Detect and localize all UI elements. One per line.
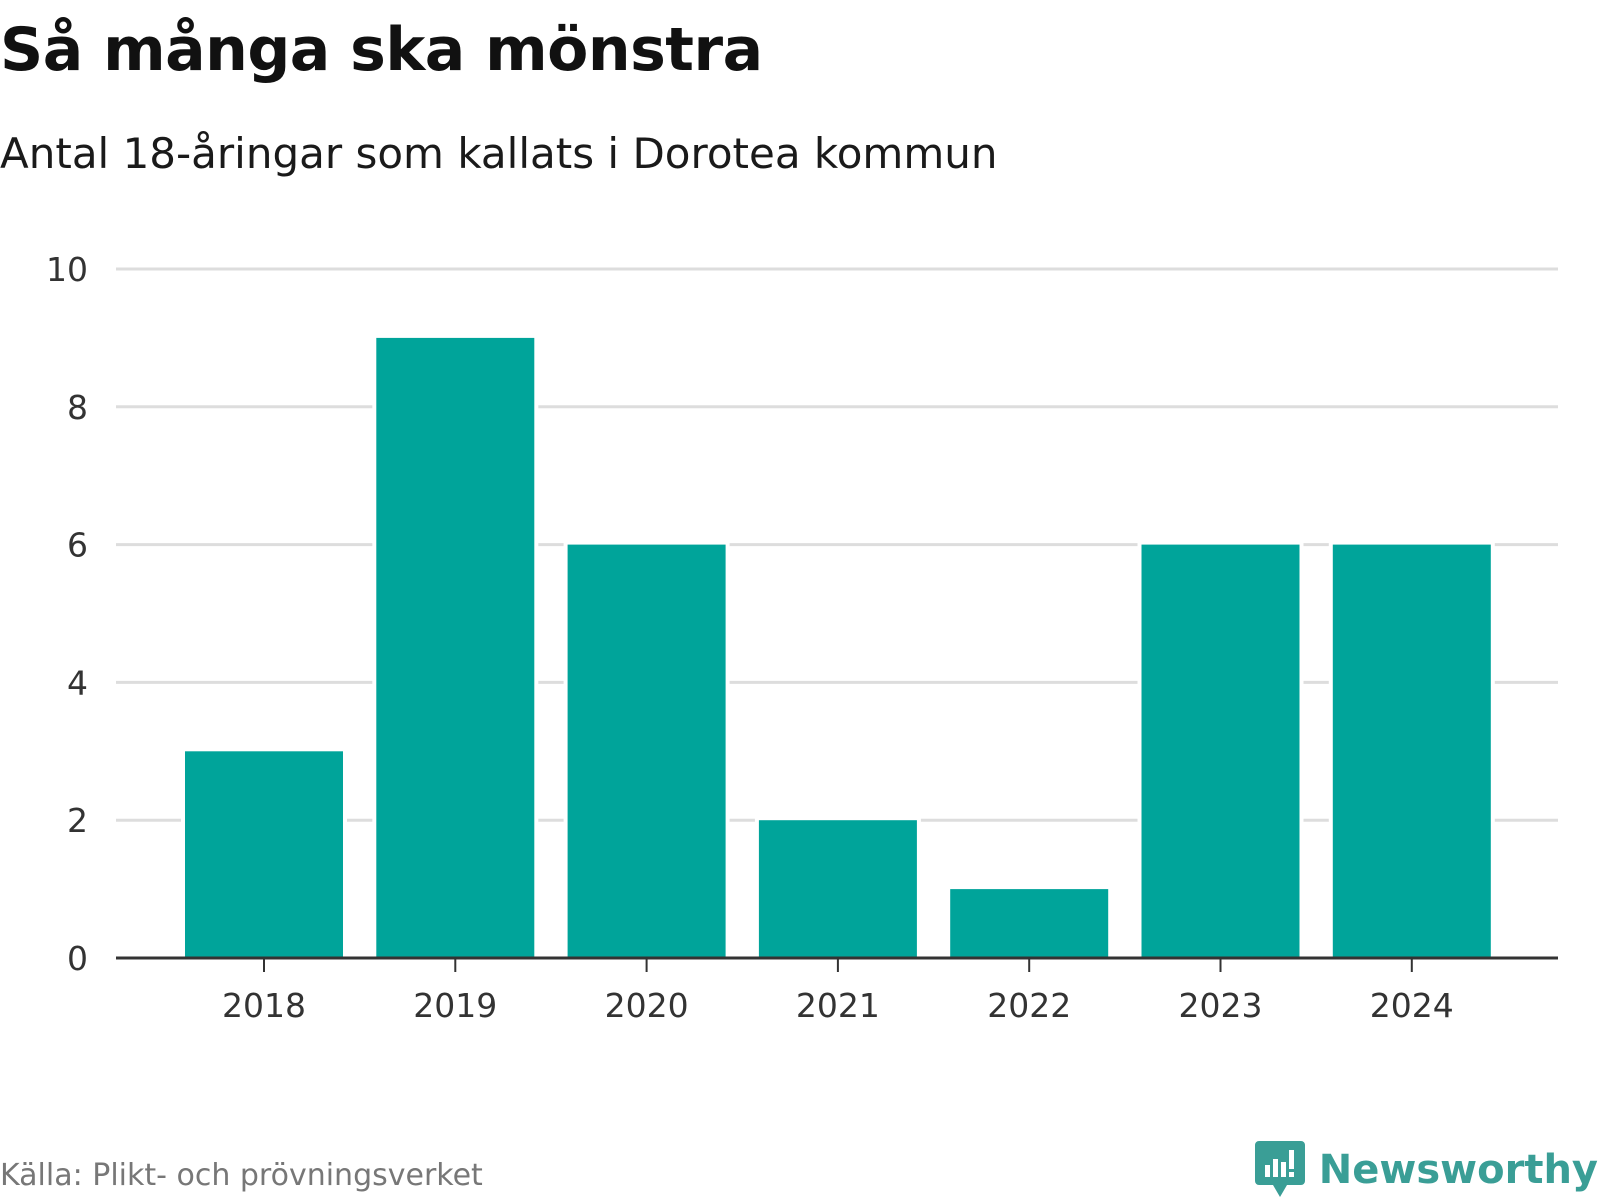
bar-2022 bbox=[950, 889, 1109, 958]
y-tick-label: 2 bbox=[67, 801, 88, 840]
x-axis-tick-labels: 2018 2019 2020 2021 2022 2023 2024 bbox=[222, 986, 1454, 1025]
chart-subtitle: Antal 18-åringar som kallats i Dorotea k… bbox=[0, 129, 998, 178]
bar-2019 bbox=[376, 337, 535, 958]
x-tick-label: 2023 bbox=[1179, 986, 1263, 1025]
x-tick-label: 2018 bbox=[222, 986, 306, 1025]
y-axis-tick-labels: 0 2 4 6 8 10 bbox=[46, 250, 88, 978]
y-tick-label: 8 bbox=[67, 388, 88, 427]
x-axis bbox=[116, 956, 1558, 972]
brand-name: Newsworthy bbox=[1318, 1147, 1598, 1193]
bar-chart: 0 2 4 6 8 10 2018 2019 2020 2021 2022 2023 2024 bbox=[46, 250, 1558, 1025]
y-tick-label: 4 bbox=[67, 663, 88, 702]
y-tick-label: 10 bbox=[46, 250, 88, 289]
x-tick-label: 2021 bbox=[796, 986, 880, 1025]
x-tick-label: 2019 bbox=[413, 986, 497, 1025]
x-tick-label: 2020 bbox=[605, 986, 689, 1025]
y-tick-label: 6 bbox=[67, 526, 88, 565]
bar-2020 bbox=[567, 544, 726, 958]
bars bbox=[181, 335, 1495, 958]
chart-title: Så många ska mönstra bbox=[0, 15, 763, 85]
bar-2023 bbox=[1141, 544, 1300, 958]
newsworthy-logo-icon bbox=[1254, 1141, 1305, 1197]
source-note: Källa: Plikt- och prövningsverket bbox=[0, 1158, 483, 1193]
x-tick-label: 2022 bbox=[987, 986, 1071, 1025]
bar-2018 bbox=[185, 751, 343, 958]
y-tick-label: 0 bbox=[67, 939, 88, 978]
x-tick-label: 2024 bbox=[1370, 986, 1454, 1025]
brand-logo: Newsworthy bbox=[1254, 1140, 1598, 1200]
bar-2024 bbox=[1332, 544, 1491, 958]
bar-2021 bbox=[758, 820, 917, 958]
